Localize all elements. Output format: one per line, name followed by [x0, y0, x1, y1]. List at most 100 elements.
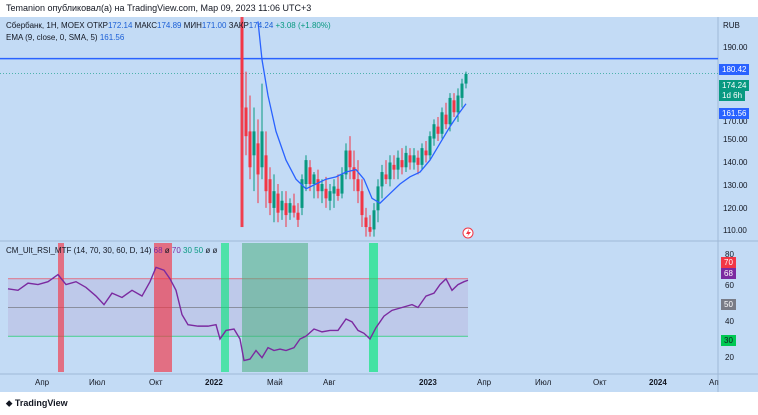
candle-body	[272, 191, 276, 208]
candle-body	[372, 210, 376, 230]
candle-body	[348, 150, 352, 168]
price-tick: 140.00	[723, 158, 748, 167]
price-tick: 190.00	[723, 43, 748, 52]
change-value: +3.08 (+1.80%)	[275, 21, 331, 30]
candle-body	[388, 162, 392, 180]
candle-body	[340, 174, 344, 194]
symbol-label: Сбербанк, 1Н, MOEX	[6, 21, 85, 30]
close-value: 174.24	[248, 21, 274, 30]
price-tick: 130.00	[723, 181, 748, 190]
lightning-icon	[466, 229, 471, 237]
rsi-70-tag: 70	[721, 257, 736, 268]
candle-body	[316, 179, 320, 192]
candle-body	[260, 131, 264, 168]
time-label: Окт	[593, 378, 607, 387]
candle-body	[324, 188, 328, 199]
candle-body	[412, 155, 416, 163]
chart-area[interactable]: Сбербанк, 1Н, MOEX ОТКР172.14 МАКС174.89…	[0, 17, 758, 392]
time-label: Ап	[709, 378, 719, 387]
ema-line	[257, 21, 467, 204]
candle-body	[456, 95, 460, 113]
brand-label: TradingView	[14, 398, 68, 408]
candle-body	[244, 107, 248, 137]
candle-body	[268, 179, 272, 204]
rsi-v3: 70	[171, 246, 181, 255]
candle-body	[424, 150, 428, 156]
rsi-v7: ø	[212, 246, 218, 255]
candle-body	[364, 217, 368, 228]
ema-price-tag: 161.56	[719, 108, 750, 119]
rsi-value-tag: 68	[721, 268, 736, 279]
publication-header: Temanion опубликовал(а) на TradingView.c…	[0, 0, 758, 17]
candle-body	[352, 167, 356, 180]
candle-body	[448, 97, 452, 125]
candle-body	[464, 74, 468, 84]
candle-body	[384, 174, 388, 180]
candle-body	[452, 100, 456, 113]
rsi-signal-zone	[154, 243, 172, 372]
candle-body	[312, 174, 316, 184]
candle-body	[256, 143, 260, 175]
candle-body	[368, 227, 372, 232]
tradingview-logo[interactable]: ⬥ TradingView	[6, 398, 68, 409]
candle-body	[360, 191, 364, 216]
time-label: Июл	[535, 378, 552, 387]
time-label: 2023	[419, 378, 437, 387]
candle-body	[356, 179, 360, 192]
rsi-30-tag: 30	[721, 335, 736, 346]
price-tick: 120.00	[723, 204, 748, 213]
candle-body	[432, 124, 436, 139]
rsi-tick: 60	[725, 281, 734, 290]
rsi-signal-zone	[242, 243, 308, 372]
candle-body	[440, 112, 444, 134]
candle-body	[320, 184, 324, 192]
rsi-tick: 20	[725, 353, 734, 362]
candle-body	[300, 179, 304, 208]
candle-body	[248, 131, 252, 168]
candle-body	[296, 212, 300, 220]
candle-body	[280, 200, 284, 211]
candle-body	[404, 152, 408, 168]
candle-body	[380, 172, 384, 187]
tv-logo-icon: ⬥	[6, 398, 13, 408]
candle-body	[444, 114, 448, 125]
last-price-timer: 1d 6h	[719, 90, 746, 101]
candle-body	[392, 164, 396, 170]
candle-body	[460, 83, 464, 98]
candle-body	[288, 203, 292, 213]
candle-body	[264, 155, 268, 192]
rsi-signal-zone	[369, 243, 378, 372]
open-label: ОТКР	[86, 21, 108, 30]
time-label: Июл	[89, 378, 106, 387]
publication-text: Temanion опубликовал(а) на TradingView.c…	[6, 3, 312, 13]
candle-body	[416, 157, 420, 165]
ema-legend: EMA (9, close, 0, SMA, 5) 161.56	[6, 33, 124, 42]
candle-body	[308, 167, 312, 184]
rsi-legend: CM_Ult_RSI_MTF (14, 70, 30, 60, D, 14) 6…	[6, 246, 217, 255]
ema-value: 161.56	[99, 33, 125, 42]
candle-body	[332, 186, 336, 194]
rsi-v2: ø	[164, 246, 170, 255]
chart-svg[interactable]	[0, 17, 758, 392]
candle-body	[292, 205, 296, 213]
rsi-tick: 80	[725, 250, 734, 259]
candle-body	[408, 155, 412, 163]
rsi-tick: 40	[725, 317, 734, 326]
rsi-signal-zone	[221, 243, 229, 372]
rsi-v6: ø	[205, 246, 211, 255]
rsi-v4: 30	[183, 246, 192, 255]
close-label: ЗАКР	[228, 21, 249, 30]
candle-body	[344, 150, 348, 175]
last-price-tag: 174.24	[719, 80, 750, 91]
time-label: 2022	[205, 378, 223, 387]
candle-body	[420, 148, 424, 165]
candle-spike	[240, 17, 244, 228]
low-value: 171.00	[201, 21, 227, 30]
candle-body	[396, 157, 400, 170]
candle-body	[328, 191, 332, 201]
candle-body	[284, 203, 288, 216]
high-label: МАКС	[134, 21, 158, 30]
price-tick: 150.00	[723, 135, 748, 144]
high-value: 174.89	[157, 21, 182, 30]
candle-body	[276, 193, 280, 213]
